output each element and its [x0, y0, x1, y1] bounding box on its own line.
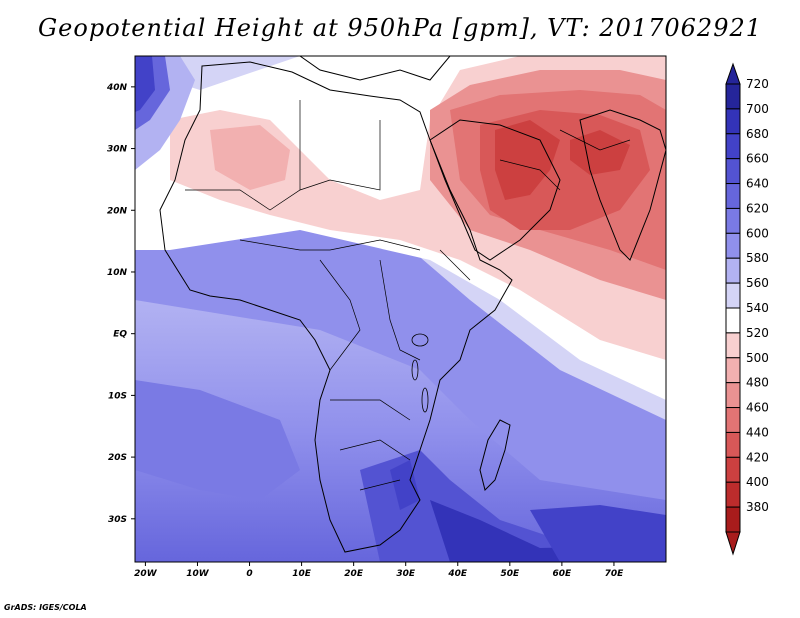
colorbar-segment [725, 183, 741, 209]
colorbar-segment [725, 382, 741, 409]
colorbar-label: 640 [746, 177, 769, 191]
colorbar-segment [725, 257, 741, 284]
colorbar-segment [725, 133, 741, 160]
colorbar-label: 560 [746, 276, 769, 290]
plot-frame [134, 55, 667, 563]
colorbar-segment [725, 307, 741, 334]
colorbar-segment [725, 332, 741, 359]
colorbar-label: 600 [746, 226, 769, 240]
grads-credit: GrADS: IGES/COLA [4, 603, 87, 612]
colorbar-label: 420 [746, 450, 769, 464]
arabia-coastline [429, 119, 561, 261]
colorbar-label: 380 [746, 500, 769, 514]
lat-axis: 40N 30N 20N 10N EQ 10S 20S 30S [106, 83, 135, 525]
colorbar-bottom-arrow [725, 531, 741, 556]
colorbar-label: 460 [746, 401, 769, 415]
lon-tick-label: 10W [186, 569, 210, 579]
colorbar-label: 680 [746, 127, 769, 141]
colorbar-top-arrow [725, 62, 741, 85]
lon-axis: 20W 10W 0 10E 20E 30E 40E 50E 60E 70E [134, 562, 624, 579]
lon-tick-label: 20W [134, 569, 158, 579]
lon-tick-label: 40E [447, 569, 468, 579]
lon-tick-label: 0 [246, 569, 252, 579]
colorbar-label: 700 [746, 102, 769, 116]
lon-tick-label: 10E [292, 569, 312, 579]
mediterranean-coast [299, 56, 451, 81]
lat-tick-label: EQ [113, 330, 127, 340]
colorbar-segment [725, 83, 741, 110]
colorbar-segment [725, 481, 741, 508]
colorbar-label: 620 [746, 201, 769, 215]
map-title: Geopotential Height at 950hPa [gpm], VT:… [38, 14, 762, 42]
lat-tick-label: 20N [107, 206, 128, 216]
colorbar-label: 540 [746, 301, 769, 315]
lat-tick-label: 30N [107, 145, 128, 155]
borders [185, 100, 631, 491]
lat-tick-label: 10S [108, 391, 127, 401]
india-coastline [579, 109, 666, 261]
lon-tick-label: 30E [396, 569, 416, 579]
colorbar-segment [725, 108, 741, 135]
colorbar-label: 500 [746, 351, 769, 365]
africa-coastline [159, 61, 513, 553]
lat-tick-label: 20S [108, 453, 127, 463]
colorbar-segment [725, 456, 741, 483]
colorbar-segment [725, 158, 741, 185]
colorbar-label: 520 [746, 326, 769, 340]
height-field [135, 56, 666, 562]
colorbar-segment [725, 431, 741, 458]
colorbar-segment [725, 407, 741, 433]
madagascar-coastline [479, 419, 511, 491]
colorbar-label: 480 [746, 376, 769, 390]
colorbar-label: 660 [746, 152, 769, 166]
lat-tick-label: 30S [108, 515, 127, 525]
lon-tick-label: 70E [605, 569, 625, 579]
colorbar-label: 580 [746, 251, 769, 265]
lon-tick-label: 60E [553, 569, 573, 579]
colorbar-segment [725, 207, 741, 234]
lat-tick-label: 10N [107, 268, 128, 278]
colorbar: 720 700 680 660 640 620 600 580 560 540 520 500 480 4… [725, 62, 769, 556]
lon-tick-label: 50E [500, 569, 520, 579]
colorbar-segment [725, 232, 741, 259]
colorbar-label: 440 [746, 425, 769, 439]
coastlines [159, 56, 666, 553]
colorbar-segment [725, 357, 741, 384]
colorbar-label: 400 [746, 475, 769, 489]
colorbar-segment [725, 282, 741, 309]
lat-tick-label: 40N [106, 83, 128, 93]
lakes [411, 333, 429, 413]
colorbar-segment [725, 506, 741, 533]
colorbar-label: 720 [746, 77, 769, 91]
lon-tick-label: 20E [344, 569, 364, 579]
